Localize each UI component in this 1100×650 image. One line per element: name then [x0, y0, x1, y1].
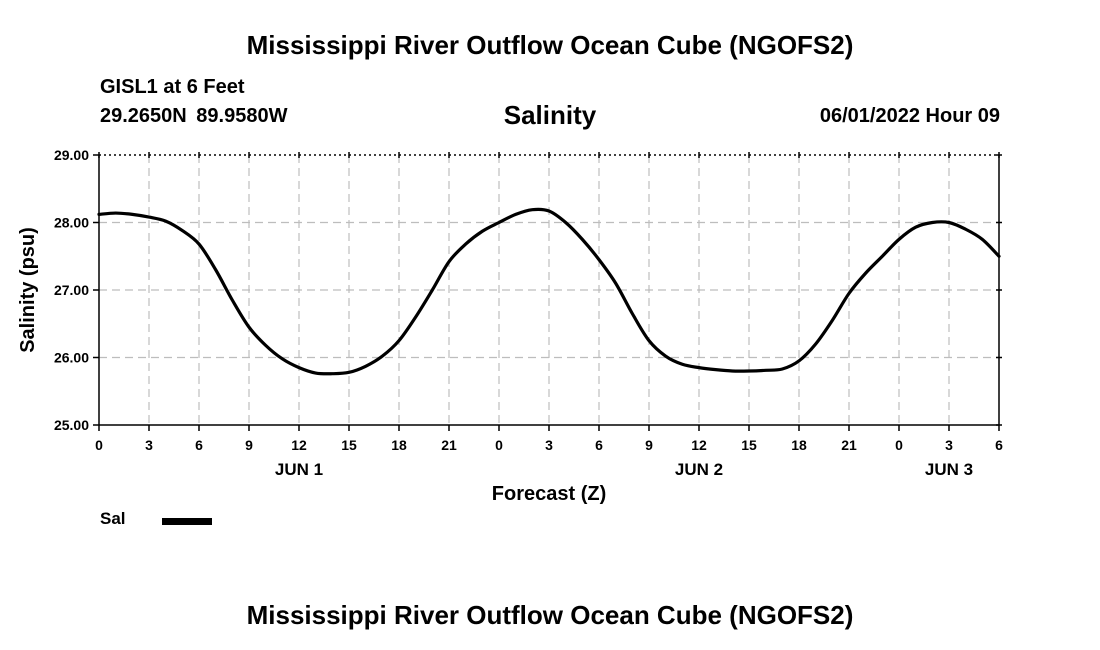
- x-tick-label: 6: [195, 437, 203, 453]
- series-layer: [97, 207, 1001, 376]
- parameter-title: Salinity: [503, 100, 597, 130]
- axis-labels: 0 3 6 9 12 15 18 21 0 3 6 9 12 15 18 21 0 3 6 25.00 26.00 27.…: [17, 147, 1003, 505]
- footer-title: Mississippi River Outflow Ocean Cube (NG…: [246, 600, 854, 630]
- legend-swatch: [162, 518, 212, 525]
- x-tick-label: 15: [741, 437, 757, 453]
- x-tick-label: 21: [841, 437, 857, 453]
- x-tick-label: 6: [595, 437, 603, 453]
- x-tick-label: 18: [391, 437, 407, 453]
- x-tick-label: 0: [495, 437, 503, 453]
- x-tick-label: 18: [791, 437, 807, 453]
- date-label: JUN 2: [675, 460, 723, 479]
- x-tick-label: 0: [895, 437, 903, 453]
- x-tick-label: 15: [341, 437, 357, 453]
- x-tick-label: 0: [95, 437, 103, 453]
- y-tick-label: 27.00: [54, 282, 89, 298]
- date-label: JUN 3: [925, 460, 973, 479]
- series-line-sal: [97, 207, 1001, 376]
- axis-ticks: [93, 152, 1002, 431]
- forecast-datetime: 06/01/2022 Hour 09: [819, 105, 1000, 127]
- grid-lines: [99, 155, 999, 425]
- date-label: JUN 1: [275, 460, 323, 479]
- x-tick-label: 3: [145, 437, 153, 453]
- x-tick-label: 3: [545, 437, 553, 453]
- x-tick-label: 9: [245, 437, 253, 453]
- station-label: GISL1 at 6 Feet: [100, 76, 245, 98]
- legend-label: Sal: [100, 509, 126, 528]
- y-tick-label: 26.00: [54, 350, 89, 366]
- x-tick-label: 9: [645, 437, 653, 453]
- station-coordinates: 29.2650N 89.9580W: [100, 105, 288, 127]
- x-tick-label: 12: [691, 437, 707, 453]
- y-axis-label: Salinity (psu): [17, 227, 39, 353]
- x-tick-label: 6: [995, 437, 1003, 453]
- y-tick-label: 29.00: [54, 147, 89, 163]
- y-tick-label: 28.00: [54, 215, 89, 231]
- y-tick-label: 25.00: [54, 417, 89, 433]
- x-tick-label: 21: [441, 437, 457, 453]
- legend: Sal: [100, 509, 212, 529]
- x-axis-label: Forecast (Z): [492, 483, 606, 505]
- x-tick-label: 12: [291, 437, 307, 453]
- chart-title: Mississippi River Outflow Ocean Cube (NG…: [246, 30, 854, 60]
- x-tick-label: 3: [945, 437, 953, 453]
